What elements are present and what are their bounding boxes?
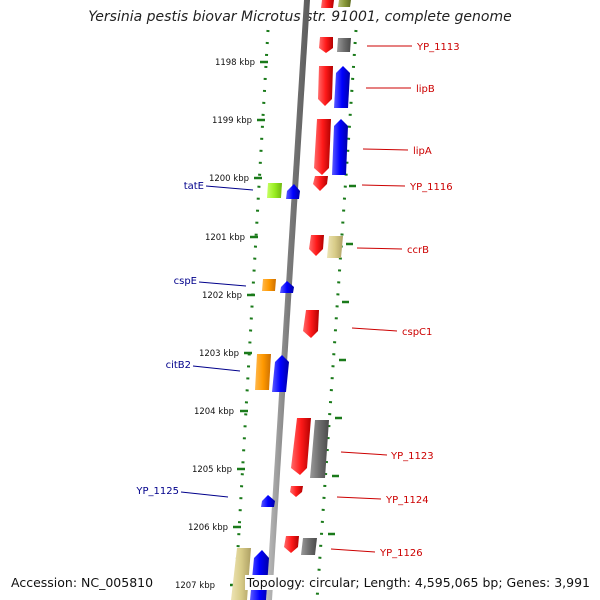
gene-feature-other xyxy=(337,38,351,52)
forward-leader-line xyxy=(336,496,382,500)
forward-leader-line xyxy=(351,327,398,332)
gene-label-forward: ccrB xyxy=(407,245,429,256)
gene-feature-forward xyxy=(291,418,311,475)
scale-label: 1201 kbp xyxy=(205,233,245,243)
forward-leader-line xyxy=(330,548,376,553)
gene-feature-reverse xyxy=(286,184,300,199)
gene-feature-other xyxy=(231,548,251,600)
forward-leader-line xyxy=(361,184,406,187)
reverse-leader-line xyxy=(192,365,241,372)
scale-label: 1199 kbp xyxy=(212,116,252,126)
gene-feature-reverse xyxy=(332,119,348,175)
scale-label: 1204 kbp xyxy=(194,407,234,417)
gene-feature-forward xyxy=(290,486,303,497)
gene-feature-other xyxy=(338,0,351,7)
reverse-leader-line xyxy=(198,281,247,287)
forward-leader-line xyxy=(340,451,388,456)
accession-label: Accession: NC_005810 xyxy=(9,575,156,590)
gene-feature-other xyxy=(262,279,276,291)
gene-label-reverse: YP_1125 xyxy=(135,486,179,497)
genome-title: Yersinia pestis biovar Microtus str. 910… xyxy=(88,9,512,25)
scale-label: 1198 kbp xyxy=(215,58,255,68)
gene-label-reverse: tatE xyxy=(184,181,204,192)
scale-label: 1202 kbp xyxy=(202,291,242,301)
gene-label-forward: YP_1124 xyxy=(385,495,429,506)
genome-summary: Topology: circular; Length: 4,595,065 bp… xyxy=(244,575,592,590)
forward-leader-line xyxy=(362,148,409,151)
gene-label-reverse: citB2 xyxy=(166,360,191,371)
gene-feature-forward xyxy=(318,66,333,106)
gene-label-forward: YP_1123 xyxy=(390,451,434,462)
gene-feature-reverse xyxy=(280,281,294,293)
reverse-leader-line xyxy=(205,185,254,191)
gene-feature-forward xyxy=(313,176,328,191)
gene-feature-forward xyxy=(321,0,334,8)
scale-label: 1207 kbp xyxy=(175,581,215,591)
gene-label-reverse: cspE xyxy=(174,276,197,287)
gene-feature-other xyxy=(255,354,271,390)
gene-label-forward: YP_1126 xyxy=(379,548,423,559)
gene-feature-reverse xyxy=(334,66,350,108)
gene-feature-forward xyxy=(303,310,319,338)
gene-label-forward: lipB xyxy=(416,84,435,95)
scale-label: 1206 kbp xyxy=(188,523,228,533)
forward-leader-line xyxy=(356,247,403,250)
scale-label: 1205 kbp xyxy=(192,465,232,475)
gene-feature-forward xyxy=(314,119,331,175)
gene-feature-other xyxy=(267,183,282,198)
scale-label: 1200 kbp xyxy=(209,174,249,184)
right-guide-rail xyxy=(315,29,358,600)
gene-label-forward: YP_1116 xyxy=(409,182,453,193)
scale-label: 1203 kbp xyxy=(199,349,239,359)
gene-feature-reverse xyxy=(261,495,275,507)
gene-label-forward: YP_1113 xyxy=(416,42,460,53)
gene-feature-forward xyxy=(319,37,333,53)
gene-feature-other xyxy=(310,420,329,478)
reverse-leader-line xyxy=(180,491,229,498)
backbone xyxy=(266,0,310,600)
gene-feature-other xyxy=(327,236,343,258)
gene-label-forward: lipA xyxy=(413,146,432,157)
gene-feature-forward xyxy=(284,536,299,553)
gene-feature-reverse xyxy=(272,355,289,392)
gene-label-forward: cspC1 xyxy=(402,327,432,338)
gene-feature-other xyxy=(301,538,317,555)
gene-feature-forward xyxy=(309,235,324,256)
